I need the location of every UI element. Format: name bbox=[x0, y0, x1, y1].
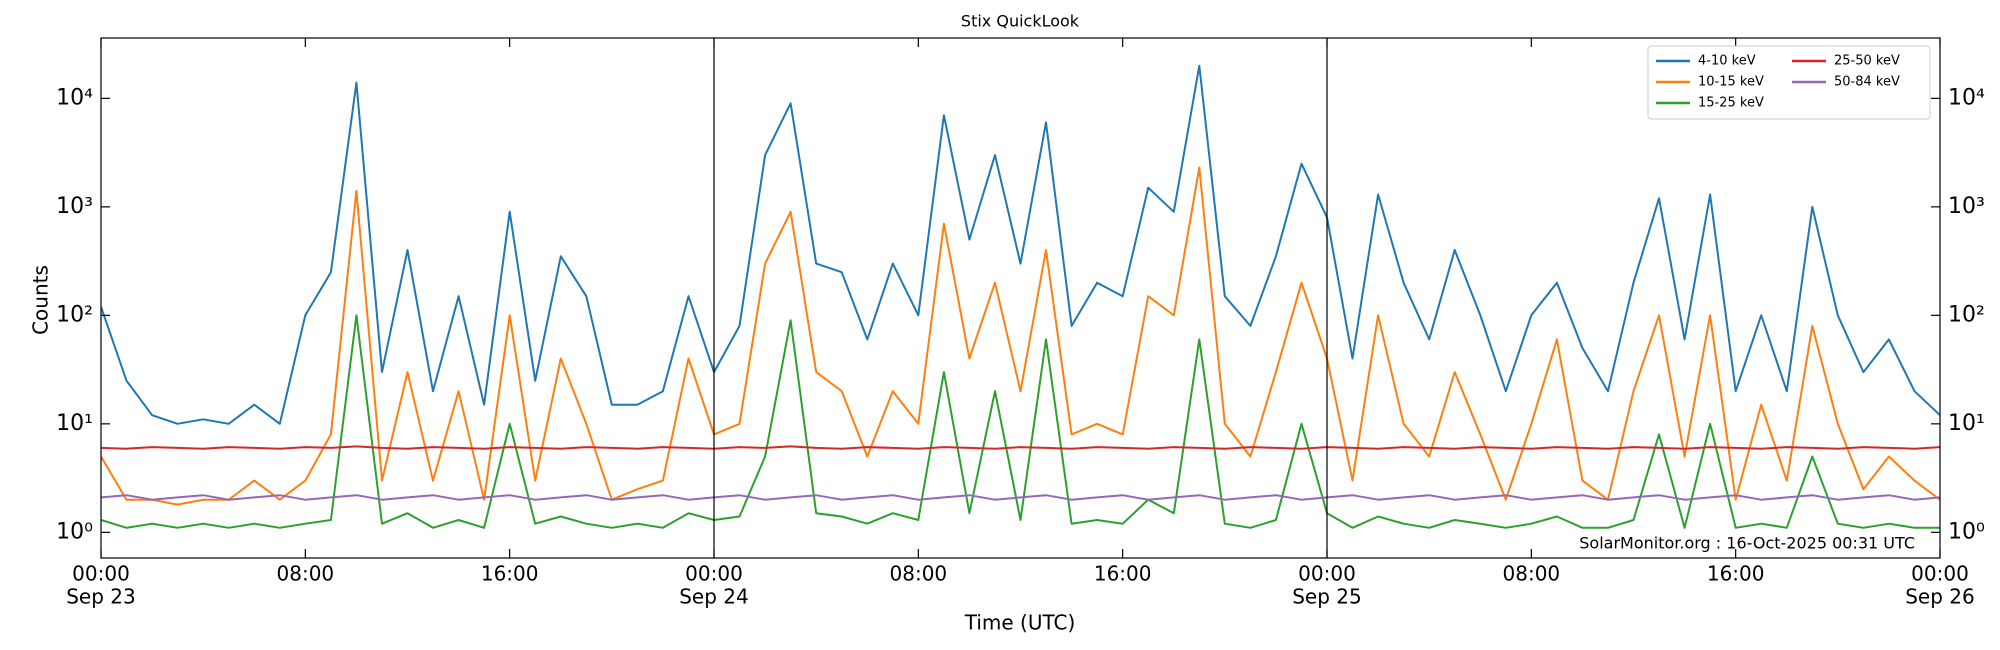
x-tick-label: 16:00 bbox=[481, 562, 539, 586]
x-tick-date: Sep 23 bbox=[66, 585, 136, 609]
legend-label: 15-25 keV bbox=[1698, 96, 1764, 111]
y-tick-label-right: 10⁰ bbox=[1948, 519, 1985, 544]
x-tick-date: Sep 24 bbox=[679, 585, 749, 609]
series-line bbox=[101, 445, 1940, 450]
plot-frame bbox=[100, 37, 1941, 559]
y-tick-label: 10⁰ bbox=[56, 519, 93, 544]
x-axis-label: Time (UTC) bbox=[964, 611, 1076, 635]
legend-label: 10-15 keV bbox=[1698, 75, 1764, 90]
y-tick-label-right: 10² bbox=[1948, 302, 1985, 327]
series-line bbox=[101, 64, 1940, 425]
y-tick-label: 10³ bbox=[56, 194, 93, 219]
y-tick-label-right: 10³ bbox=[1948, 194, 1985, 219]
legend-label: 25-50 keV bbox=[1834, 54, 1900, 69]
x-tick-label: 00:00 bbox=[685, 562, 743, 586]
x-tick-label: 00:00 bbox=[1298, 562, 1356, 586]
chart-title: Stix QuickLook bbox=[961, 12, 1080, 31]
legend-box bbox=[1647, 45, 1931, 120]
y-tick-label: 10² bbox=[56, 302, 93, 327]
x-tick-label: 08:00 bbox=[1503, 562, 1561, 586]
y-tick-label-right: 10¹ bbox=[1948, 411, 1985, 436]
x-tick-label: 16:00 bbox=[1094, 562, 1152, 586]
legend-label: 4-10 keV bbox=[1698, 54, 1756, 69]
x-tick-label: 16:00 bbox=[1707, 562, 1765, 586]
y-tick-label: 10⁴ bbox=[56, 85, 93, 110]
x-tick-date: Sep 26 bbox=[1905, 585, 1975, 609]
x-tick-label: 08:00 bbox=[890, 562, 948, 586]
x-tick-label: 00:00 bbox=[72, 562, 130, 586]
y-tick-label-right: 10⁴ bbox=[1948, 85, 1985, 110]
y-tick-label: 10¹ bbox=[56, 411, 93, 436]
legend-label: 50-84 keV bbox=[1834, 75, 1900, 90]
series-line bbox=[101, 314, 1940, 529]
annotation: SolarMonitor.org : 16-Oct-2025 00:31 UTC bbox=[1579, 534, 1915, 553]
x-tick-label: 00:00 bbox=[1911, 562, 1969, 586]
x-tick-date: Sep 25 bbox=[1292, 585, 1362, 609]
x-tick-label: 08:00 bbox=[277, 562, 335, 586]
y-axis-label: Counts bbox=[29, 265, 53, 335]
series-line bbox=[101, 166, 1940, 506]
plot-lines bbox=[101, 64, 1940, 529]
series-line bbox=[101, 494, 1940, 501]
